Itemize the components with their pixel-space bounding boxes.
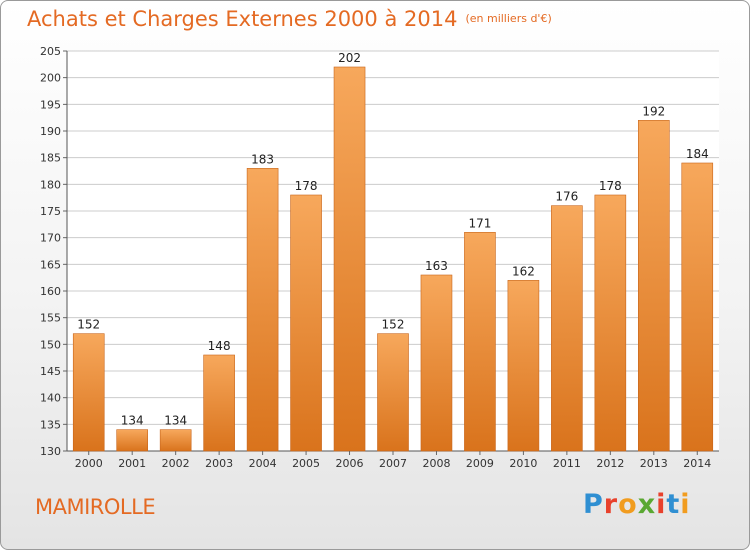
y-tick-label: 190 bbox=[40, 125, 61, 138]
y-tick-label: 160 bbox=[40, 285, 61, 298]
bar-2010 bbox=[507, 280, 540, 452]
y-tick-label: 175 bbox=[40, 205, 61, 218]
logo-letter: x bbox=[637, 489, 657, 520]
y-tick-label: 205 bbox=[40, 45, 61, 58]
y-tick-label: 180 bbox=[40, 178, 61, 191]
x-tick-label-2010: 2010 bbox=[509, 457, 537, 470]
y-tick-label: 130 bbox=[40, 445, 61, 458]
data-label-2005: 178 bbox=[295, 179, 318, 193]
chart-title: Achats et Charges Externes 2000 à 2014 (e… bbox=[27, 7, 552, 31]
bar-2000 bbox=[72, 333, 105, 452]
bar-2006 bbox=[333, 66, 366, 452]
x-tick-label-2003: 2003 bbox=[205, 457, 233, 470]
x-tick-label-2013: 2013 bbox=[640, 457, 668, 470]
x-tick-label-2011: 2011 bbox=[553, 457, 581, 470]
y-tick-label: 185 bbox=[40, 152, 61, 165]
y-tick-label: 165 bbox=[40, 258, 61, 271]
data-label-2014: 184 bbox=[686, 147, 709, 161]
data-label-2006: 202 bbox=[338, 51, 361, 65]
y-tick-label: 150 bbox=[40, 338, 61, 351]
data-label-2008: 163 bbox=[425, 259, 448, 273]
logo-letter: o bbox=[618, 489, 638, 520]
bar-2007 bbox=[377, 333, 409, 452]
chart-subtitle: (en milliers d'€) bbox=[465, 12, 552, 25]
data-label-2012: 178 bbox=[599, 179, 622, 193]
data-label-2011: 176 bbox=[555, 190, 578, 204]
bar-2013 bbox=[637, 120, 670, 452]
logo-letter: t bbox=[666, 489, 681, 520]
bar-2012 bbox=[594, 194, 627, 452]
bar-2004 bbox=[246, 168, 279, 452]
data-label-2007: 152 bbox=[382, 318, 405, 332]
data-label-2000: 152 bbox=[77, 318, 100, 332]
bar-2003 bbox=[203, 354, 235, 452]
y-tick-label: 155 bbox=[40, 312, 61, 325]
x-tick-label-2001: 2001 bbox=[118, 457, 146, 470]
data-label-2003: 148 bbox=[208, 339, 231, 353]
data-label-2013: 192 bbox=[642, 104, 665, 118]
x-tick-label-2014: 2014 bbox=[683, 457, 711, 470]
y-tick-label: 200 bbox=[40, 72, 61, 85]
y-tick-label: 140 bbox=[40, 392, 61, 405]
bar-2009 bbox=[464, 232, 496, 452]
bar-2011 bbox=[551, 205, 583, 452]
y-tick-label: 195 bbox=[40, 98, 61, 111]
y-tick-label: 145 bbox=[40, 365, 61, 378]
logo-letter: i bbox=[680, 489, 691, 520]
x-tick-label-2008: 2008 bbox=[422, 457, 450, 470]
x-tick-label-2012: 2012 bbox=[596, 457, 624, 470]
data-label-2010: 162 bbox=[512, 264, 535, 278]
x-tick-label-2002: 2002 bbox=[162, 457, 190, 470]
x-tick-label-2007: 2007 bbox=[379, 457, 407, 470]
location-label: MAMIROLLE bbox=[35, 495, 156, 519]
x-tick-label-2009: 2009 bbox=[466, 457, 494, 470]
data-label-2001: 134 bbox=[121, 414, 144, 428]
data-label-2004: 183 bbox=[251, 152, 274, 166]
bar-2005 bbox=[290, 194, 322, 452]
x-tick-label-2005: 2005 bbox=[292, 457, 320, 470]
x-tick-label-2004: 2004 bbox=[249, 457, 277, 470]
logo-letter: P bbox=[583, 489, 604, 520]
logo-letter: i bbox=[656, 489, 667, 520]
proxiti-logo: Proxiti bbox=[583, 489, 691, 520]
bar-2008 bbox=[420, 274, 453, 452]
y-tick-label: 135 bbox=[40, 418, 61, 431]
y-tick-label: 170 bbox=[40, 232, 61, 245]
x-tick-label-2000: 2000 bbox=[75, 457, 103, 470]
x-tick-label-2006: 2006 bbox=[336, 457, 364, 470]
bar-2014 bbox=[681, 162, 714, 452]
logo-letter: r bbox=[603, 489, 619, 520]
bar-2001 bbox=[116, 429, 148, 452]
data-label-2002: 134 bbox=[164, 414, 187, 428]
bar-2002 bbox=[159, 429, 192, 452]
data-label-2009: 171 bbox=[468, 216, 491, 230]
chart-title-text: Achats et Charges Externes 2000 à 2014 bbox=[27, 7, 458, 31]
